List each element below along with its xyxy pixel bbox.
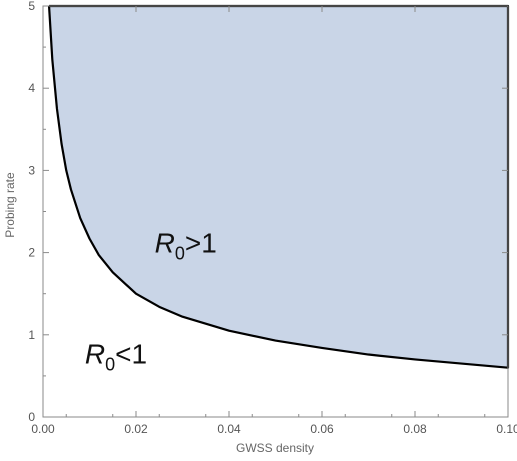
r0-threshold-curve (47, 4, 510, 369)
x-tick-label: 0.10 (496, 422, 517, 436)
x-axis-title: GWSS density (236, 441, 314, 455)
x-tick-label: 0.08 (403, 422, 427, 436)
y-tick-label: 1 (28, 328, 35, 342)
y-axis-title: Probing rate (3, 172, 17, 238)
y-tick-label: 3 (28, 163, 35, 177)
y-tick-label: 0 (28, 410, 35, 424)
r0-greater-label: R0>1 (155, 228, 217, 264)
x-tick-label: 0.06 (310, 422, 334, 436)
y-tick-label: 4 (28, 81, 35, 95)
y-tick-label: 2 (28, 246, 35, 260)
x-tick-label: 0.04 (217, 422, 241, 436)
r0-less-label: R0<1 (85, 339, 147, 375)
x-tick-label: 0.02 (124, 422, 148, 436)
r0-greater-region (49, 6, 509, 368)
axes: 0.00 0.02 0.04 0.06 0.08 0.10 0 1 2 3 4 5 (28, 0, 517, 436)
y-tick-label: 5 (28, 0, 35, 13)
plot-area: R0>1 R0<1 (47, 4, 510, 375)
x-tick-label: 0.00 (31, 422, 55, 436)
